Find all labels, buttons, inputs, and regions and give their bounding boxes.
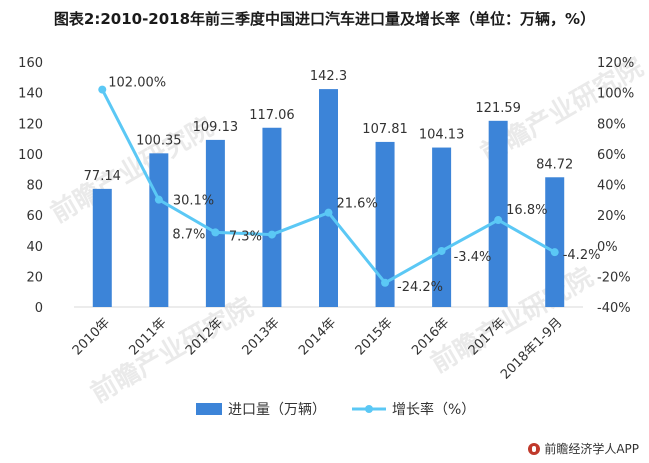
bar (319, 89, 338, 308)
y-right-tick-label: 40% (597, 179, 626, 194)
bar-value-label: 107.81 (362, 122, 408, 137)
growth-rate-point (437, 246, 446, 255)
bar-value-label: 84.72 (536, 157, 573, 172)
growth-rate-point (494, 216, 503, 225)
y-right-tick-label: -40% (597, 301, 631, 316)
bar-value-label: 117.06 (249, 108, 295, 123)
growth-rate-point (154, 195, 163, 204)
y-left-tick-label: 0 (35, 301, 43, 316)
source-label: 前瞻经济学人APP (544, 442, 639, 456)
legend-bar-label: 进口量（万辆） (228, 402, 326, 418)
bar-value-label: 109.13 (193, 120, 239, 135)
growth-rate-label: 30.1% (173, 194, 214, 209)
bar-value-label: 104.13 (419, 128, 465, 143)
y-right-tick-label: 0% (597, 240, 618, 255)
x-tick-label: 2010年 (70, 315, 113, 358)
bar (488, 120, 508, 308)
growth-rate-point (550, 248, 559, 257)
growth-rate-label: -24.2% (397, 280, 443, 295)
x-tick-label: 2017年 (466, 315, 509, 358)
y-left-tick-label: 40 (26, 240, 43, 255)
growth-rate-point (98, 85, 107, 94)
growth-rate-point (211, 228, 220, 237)
chart-title: 图表2:2010-2018年前三季度中国进口汽车进口量及增长率（单位：万辆，%） (53, 10, 596, 28)
y-left-tick-label: 80 (26, 179, 43, 194)
x-tick-label: 2016年 (409, 315, 452, 358)
y-right-tick-label: 80% (597, 117, 626, 132)
growth-rate-label: 102.00% (108, 76, 166, 91)
bar (375, 141, 395, 307)
bar (545, 177, 565, 307)
bar (205, 139, 225, 307)
bar-value-label: 121.59 (475, 101, 521, 116)
bar-value-label: 77.14 (84, 169, 121, 184)
bar (262, 127, 282, 307)
legend-bar-swatch (196, 403, 222, 415)
growth-rate-label: 21.6% (337, 197, 378, 212)
x-tick-label: 2015年 (353, 315, 396, 358)
source-note: 前瞻经济学人APP (528, 440, 639, 457)
legend-line-marker (365, 405, 373, 413)
y-left-tick-label: 100 (18, 148, 43, 163)
growth-rate-point (381, 278, 390, 287)
bar (92, 188, 112, 307)
growth-rate-label: 7.3% (229, 230, 262, 245)
bar-value-label: 142.3 (310, 69, 347, 84)
growth-rate-point (267, 230, 276, 239)
growth-rate-label: -3.4% (454, 250, 492, 265)
y-left-tick-label: 120 (18, 117, 43, 132)
growth-rate-label: 16.8% (506, 203, 547, 218)
x-tick-label: 2012年 (183, 315, 226, 358)
y-left-tick-label: 20 (26, 270, 43, 285)
legend-line-label: 增长率（%） (392, 401, 475, 418)
y-right-tick-label: -20% (597, 270, 631, 285)
x-tick-label: 2013年 (240, 315, 283, 358)
y-right-tick-label: 120% (597, 56, 634, 71)
x-tick-label: 2011年 (126, 315, 169, 358)
y-left-tick-label: 140 (18, 87, 43, 102)
bar (149, 153, 169, 307)
y-left-tick-label: 60 (26, 209, 43, 224)
bar-value-label: 100.35 (136, 133, 182, 148)
y-right-tick-label: 60% (597, 148, 626, 163)
x-tick-label: 2014年 (296, 315, 339, 358)
growth-rate-label: 8.7% (172, 227, 205, 242)
y-right-tick-label: 20% (597, 209, 626, 224)
growth-rate-point (324, 208, 333, 217)
growth-rate-label: -4.2% (563, 248, 601, 263)
y-left-tick-label: 160 (18, 56, 43, 71)
bar (432, 147, 452, 307)
logo-icon (528, 443, 541, 455)
y-right-tick-label: 100% (597, 87, 634, 102)
